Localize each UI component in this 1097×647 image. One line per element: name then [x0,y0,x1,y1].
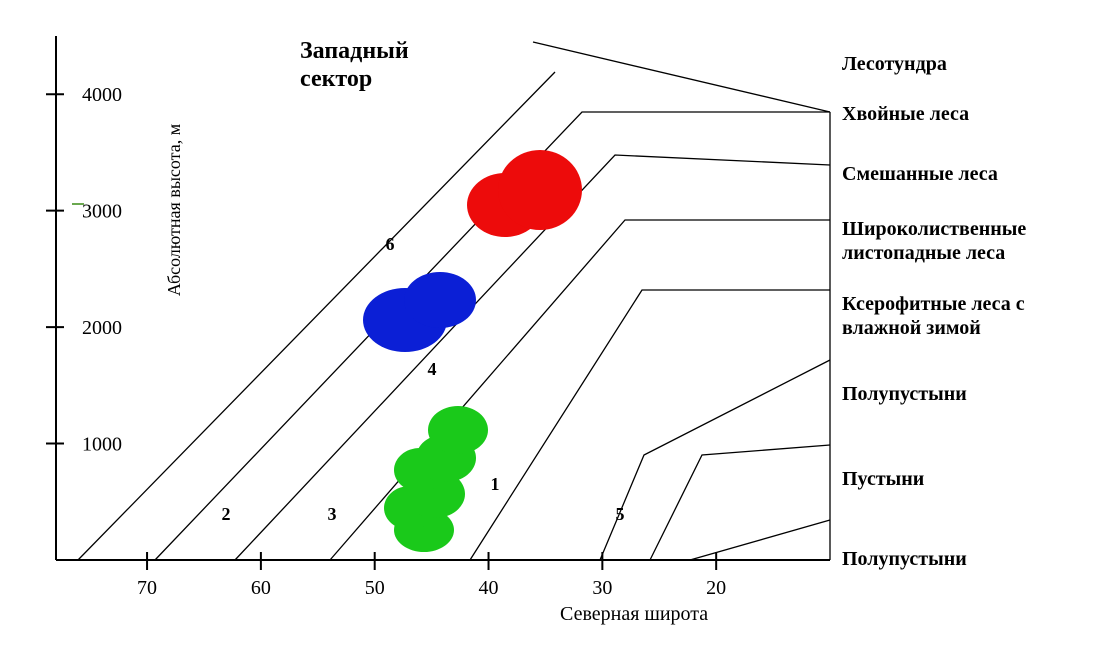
zone-label-4: влажной зимой [842,317,981,339]
zone-label-1: Хвойные леса [842,103,969,125]
zone-number-1: 1 [491,474,500,494]
chart-title-line2: сектор [300,66,372,92]
zone-diagram: 1000 2000 3000 4000 Абсолютная высота, м 70 60… [0,0,1097,647]
zone-label-7: Полупустыни [842,548,967,570]
x-tick-label: 70 [137,577,157,599]
zone-label-5: Полупустыни [842,383,967,405]
y-tick-label: 1000 [82,434,122,456]
zone-label-4: Ксерофитные леса с [842,293,1025,315]
zone-label-0: Лесотундра [842,53,947,75]
zone-number-6: 6 [386,234,395,254]
x-tick-label: 20 [706,577,726,599]
zone-label-6: Пустыни [842,468,924,490]
y-tick-label: 2000 [82,317,122,339]
x-tick-label: 30 [592,577,612,599]
y-tick-label: 3000 [82,201,122,223]
zone-number-4: 4 [428,359,437,379]
zone-number-3: 3 [328,504,337,524]
chart-title-line1: Западный [300,38,409,64]
zone-label-2: Смешанные леса [842,163,998,185]
blue-blob-part [404,272,476,328]
red-blob-part [498,150,582,230]
zone-number-2: 2 [222,504,231,524]
x-tick-label: 40 [479,577,499,599]
y-tick-label: 4000 [82,84,122,106]
x-tick-label: 50 [365,577,385,599]
green-blob-part [428,406,488,454]
x-axis-label: Северная широта [560,603,708,625]
zone-label-3: Широколиственные [842,218,1026,240]
zone-number-5: 5 [616,504,625,524]
y-axis-label: Абсолютная высота, м [164,124,184,296]
x-tick-label: 60 [251,577,271,599]
zone-label-3: листопадные леса [842,242,1005,264]
